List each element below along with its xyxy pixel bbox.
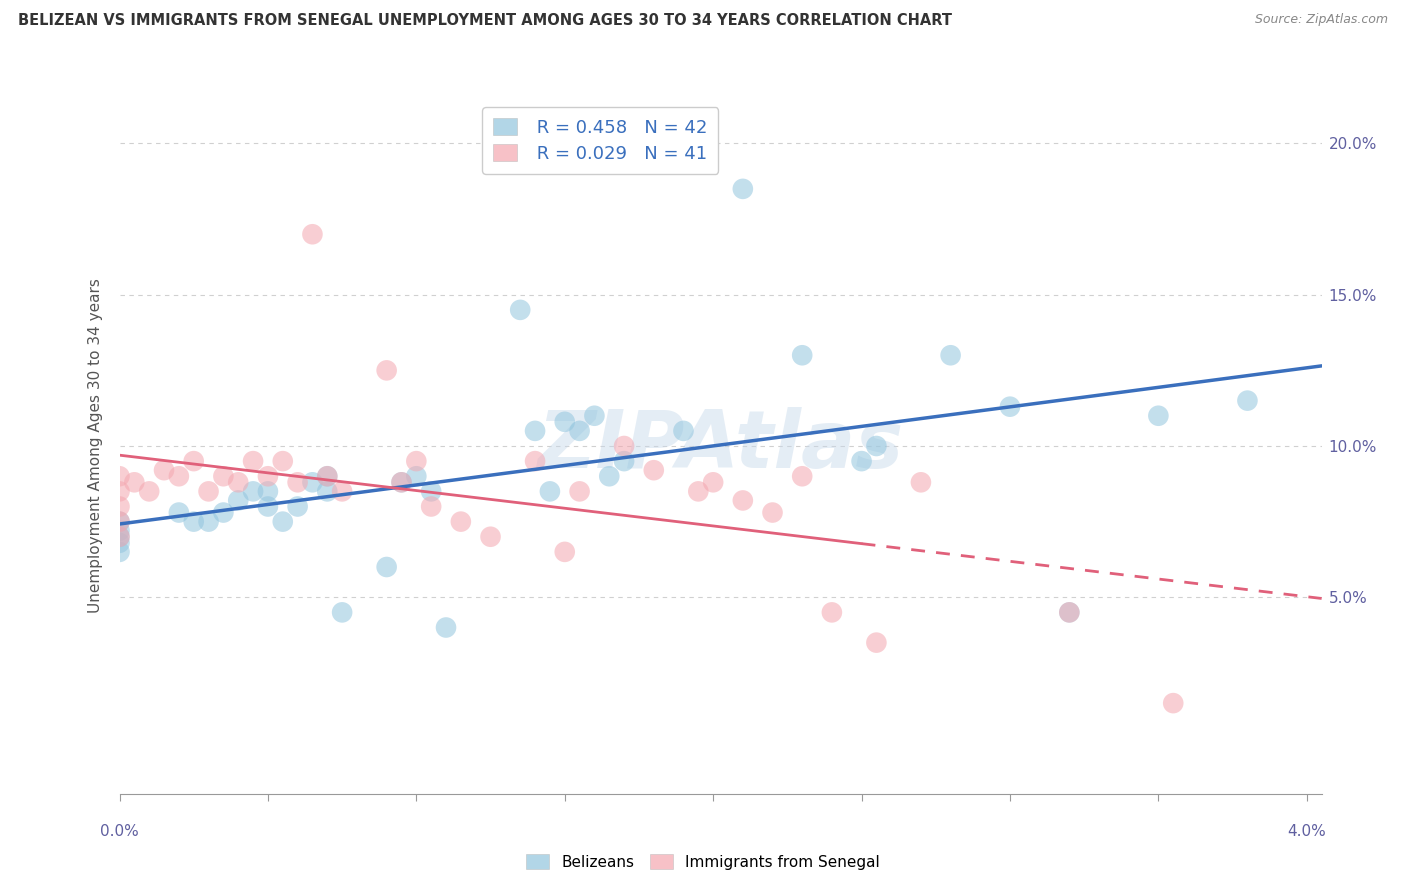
Point [420, 500, 443, 514]
Point [568, 484, 591, 499]
Point [375, 560, 398, 574]
Point [910, 475, 932, 490]
Y-axis label: Unemployment Among Ages 30 to 34 years: Unemployment Among Ages 30 to 34 years [87, 278, 103, 614]
Point [183, 454, 205, 468]
Point [761, 506, 783, 520]
Point [108, 536, 131, 550]
Point [731, 493, 754, 508]
Legend: Belizeans, Immigrants from Senegal: Belizeans, Immigrants from Senegal [519, 847, 887, 877]
Point [316, 484, 339, 499]
Point [613, 454, 636, 468]
Point [613, 439, 636, 453]
Point [212, 506, 235, 520]
Point [226, 493, 249, 508]
Point [108, 524, 131, 538]
Point [330, 484, 353, 499]
Point [301, 227, 323, 242]
Point [375, 363, 398, 377]
Point [330, 606, 353, 620]
Point [702, 475, 724, 490]
Point [212, 469, 235, 483]
Point [197, 515, 219, 529]
Point [1236, 393, 1258, 408]
Point [391, 475, 413, 490]
Point [509, 302, 531, 317]
Point [524, 454, 547, 468]
Point [851, 454, 873, 468]
Point [271, 515, 294, 529]
Point [479, 530, 502, 544]
Point [391, 475, 413, 490]
Point [167, 506, 190, 520]
Point [242, 484, 264, 499]
Point [226, 475, 249, 490]
Point [108, 484, 131, 499]
Point [792, 469, 814, 483]
Point [405, 454, 427, 468]
Point [865, 635, 887, 649]
Text: Source: ZipAtlas.com: Source: ZipAtlas.com [1254, 13, 1388, 27]
Text: BELIZEAN VS IMMIGRANTS FROM SENEGAL UNEMPLOYMENT AMONG AGES 30 TO 34 YEARS CORRE: BELIZEAN VS IMMIGRANTS FROM SENEGAL UNEM… [18, 13, 952, 29]
Point [108, 515, 131, 529]
Point [405, 469, 427, 483]
Point [1161, 696, 1184, 710]
Point [108, 469, 131, 483]
Point [138, 484, 160, 499]
Point [167, 469, 190, 483]
Point [538, 484, 561, 499]
Point [939, 348, 962, 362]
Point [257, 469, 280, 483]
Point [524, 424, 547, 438]
Point [124, 475, 146, 490]
Legend:  R = 0.458   N = 42,  R = 0.029   N = 41: R = 0.458 N = 42, R = 0.029 N = 41 [482, 107, 718, 174]
Point [688, 484, 710, 499]
Point [197, 484, 219, 499]
Point [731, 182, 754, 196]
Point [598, 469, 620, 483]
Point [583, 409, 606, 423]
Point [316, 469, 339, 483]
Point [108, 545, 131, 559]
Point [450, 515, 472, 529]
Point [108, 515, 131, 529]
Point [554, 545, 576, 559]
Point [672, 424, 695, 438]
Point [242, 454, 264, 468]
Point [316, 469, 339, 483]
Point [434, 620, 457, 634]
Point [108, 530, 131, 544]
Text: ZIPAtlas: ZIPAtlas [537, 407, 904, 485]
Point [1059, 606, 1081, 620]
Point [554, 415, 576, 429]
Point [257, 500, 280, 514]
Point [257, 484, 280, 499]
Point [108, 500, 131, 514]
Point [1059, 606, 1081, 620]
Point [998, 400, 1021, 414]
Point [183, 515, 205, 529]
Point [792, 348, 814, 362]
Point [301, 475, 323, 490]
Point [153, 463, 176, 477]
Point [568, 424, 591, 438]
Point [108, 530, 131, 544]
Point [420, 484, 443, 499]
Point [271, 454, 294, 468]
Point [821, 606, 844, 620]
Point [287, 500, 309, 514]
Text: 4.0%: 4.0% [1288, 824, 1326, 839]
Point [643, 463, 665, 477]
Text: 0.0%: 0.0% [100, 824, 139, 839]
Point [1147, 409, 1170, 423]
Point [865, 439, 887, 453]
Point [287, 475, 309, 490]
